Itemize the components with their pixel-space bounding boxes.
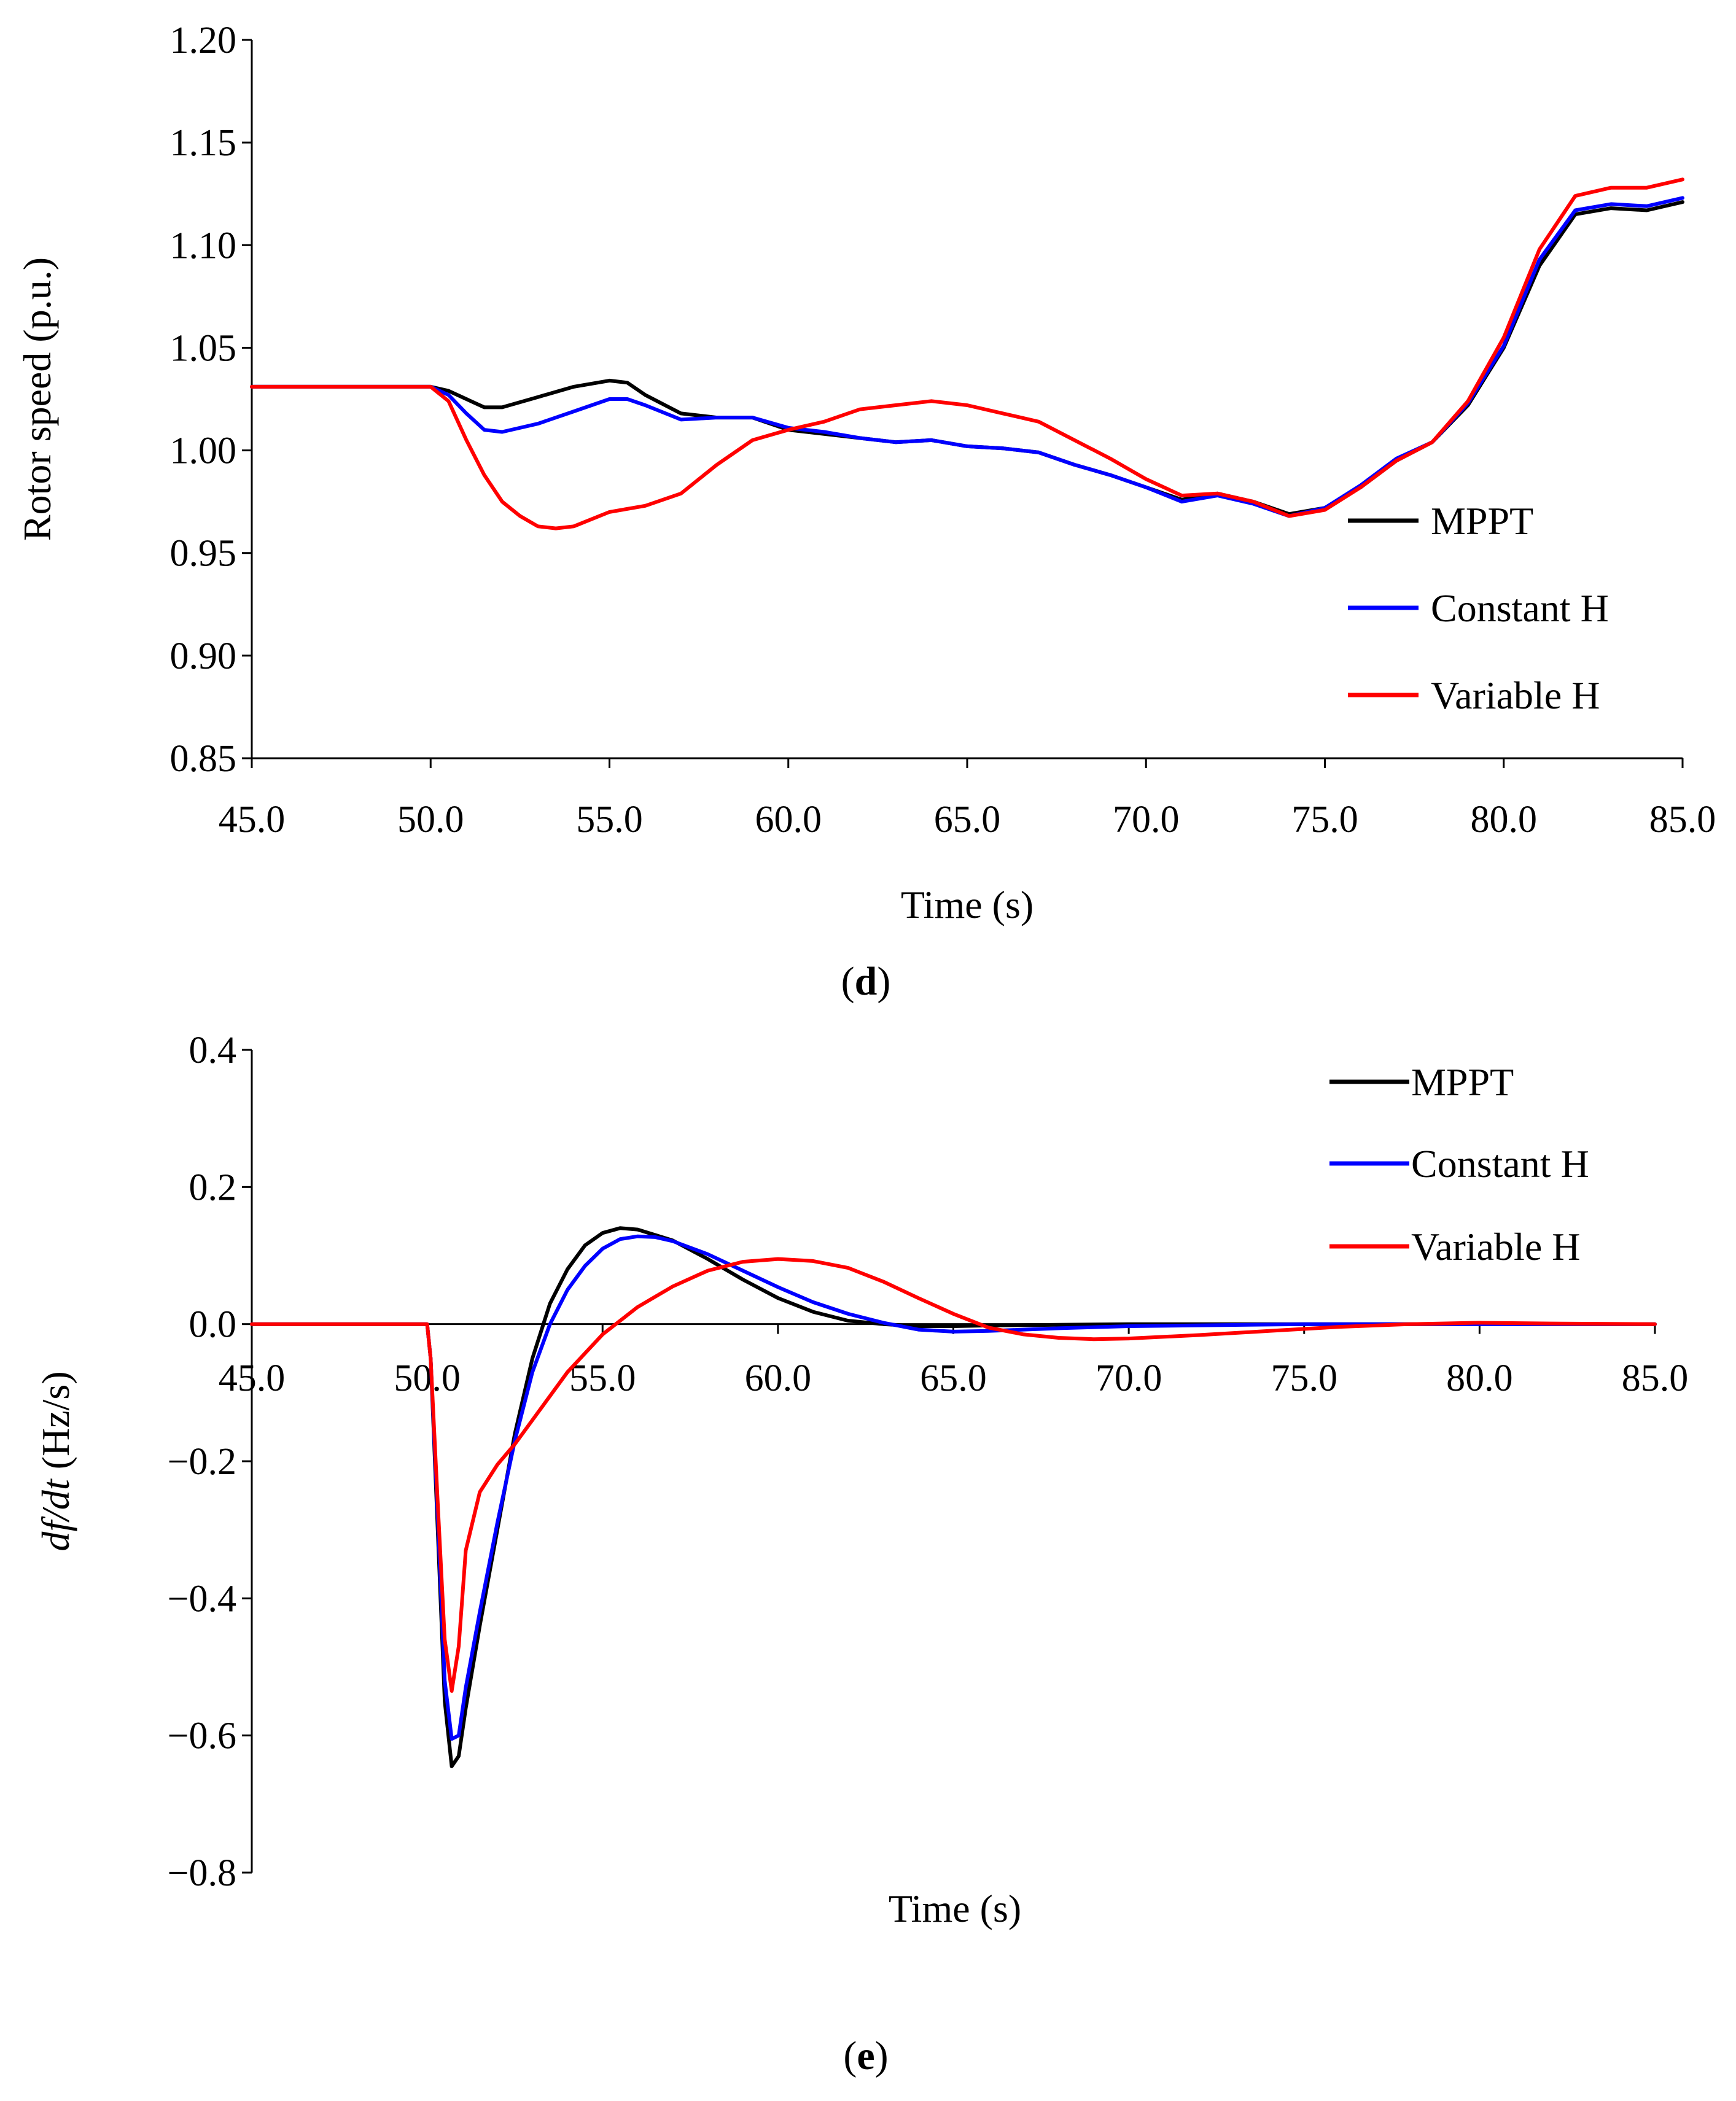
panel-label: (e) <box>843 2033 888 2078</box>
x-tick-label: 65.0 <box>920 1357 987 1399</box>
y-tick-label: 0.95 <box>170 533 237 575</box>
y-tick-label: 1.15 <box>170 122 237 164</box>
x-tick-label: 55.0 <box>576 799 643 841</box>
y-tick-label: 0.90 <box>170 635 237 677</box>
y-tick-label: −0.8 <box>168 1852 236 1894</box>
x-tick-label: 65.0 <box>934 799 1001 841</box>
x-tick-label: 60.0 <box>745 1357 812 1399</box>
legend-label-constant-h: Constant H <box>1411 1142 1589 1186</box>
y-tick-label: −0.6 <box>168 1715 236 1757</box>
panel-label-close-paren: ) <box>875 2033 889 2078</box>
x-tick-label: 60.0 <box>755 799 822 841</box>
x-tick-label: 85.0 <box>1622 1357 1689 1399</box>
y-tick-label: 0.4 <box>189 1030 237 1071</box>
series-line-mppt <box>250 1226 1657 1768</box>
x-tick-label: 75.0 <box>1271 1357 1338 1399</box>
x-tick-label: 50.0 <box>394 1357 461 1399</box>
panel-label-letter: d <box>855 959 878 1004</box>
legend-label-mppt: MPPT <box>1411 1060 1514 1104</box>
x-tick-label: 50.0 <box>397 799 464 841</box>
x-tick-label: 45.0 <box>219 1357 286 1399</box>
series-line-constant-h <box>250 1234 1657 1741</box>
y-tick-label: 1.05 <box>170 327 237 369</box>
legend-label-variable-h: Variable H <box>1431 674 1600 717</box>
y-axis-title-unit: (Hz/s) <box>34 1371 77 1479</box>
series-line-variable-h <box>250 177 1684 530</box>
panel-label-close-paren: ) <box>877 959 890 1004</box>
panel-label: (d) <box>841 959 891 1004</box>
y-axis-title: df/dt (Hz/s) <box>34 1371 77 1551</box>
y-axis-title: Rotor speed (p.u.) <box>15 257 59 541</box>
x-axis-title: Time (s) <box>889 1887 1021 1930</box>
legend-label-constant-h: Constant H <box>1431 586 1609 630</box>
x-tick-label: 45.0 <box>219 799 286 841</box>
x-axis-title: Time (s) <box>901 883 1033 926</box>
x-tick-label: 55.0 <box>569 1357 636 1399</box>
legend-label-mppt: MPPT <box>1431 499 1533 543</box>
x-tick-label: 80.0 <box>1471 799 1538 841</box>
y-tick-label: 1.00 <box>170 430 237 472</box>
y-axis-title-italic: df/dt <box>34 1478 77 1551</box>
panel-label-letter: e <box>857 2033 874 2078</box>
y-tick-label: 0.85 <box>170 738 237 780</box>
x-tick-label: 75.0 <box>1291 799 1358 841</box>
panel-label-open-paren: ( <box>843 2033 857 2078</box>
panel-label-open-paren: ( <box>841 959 855 1004</box>
series-line-mppt <box>250 200 1684 516</box>
y-tick-label: 1.20 <box>170 20 237 61</box>
x-tick-label: 80.0 <box>1446 1357 1513 1399</box>
x-tick-label: 85.0 <box>1649 799 1716 841</box>
y-tick-label: −0.4 <box>168 1578 236 1620</box>
series-line-constant-h <box>250 196 1684 518</box>
x-tick-label: 70.0 <box>1096 1357 1162 1399</box>
y-tick-label: 0.0 <box>189 1304 237 1346</box>
legend-label-variable-h: Variable H <box>1411 1225 1580 1268</box>
x-tick-label: 70.0 <box>1113 799 1180 841</box>
panel-e: −0.8 −0.6 −0.4 −0.2 0.0 0.2 0.4 45.0 50.0 55.0 60.… <box>34 1030 1688 2078</box>
panel-d: 0.85 0.90 0.95 1.00 1.05 1.10 1.15 1.20 45.0 50.0… <box>15 20 1716 1004</box>
y-tick-label: 0.2 <box>189 1167 237 1208</box>
y-tick-label: 1.10 <box>170 225 237 266</box>
series-line-variable-h <box>250 1257 1657 1693</box>
y-tick-label: −0.2 <box>168 1441 236 1483</box>
